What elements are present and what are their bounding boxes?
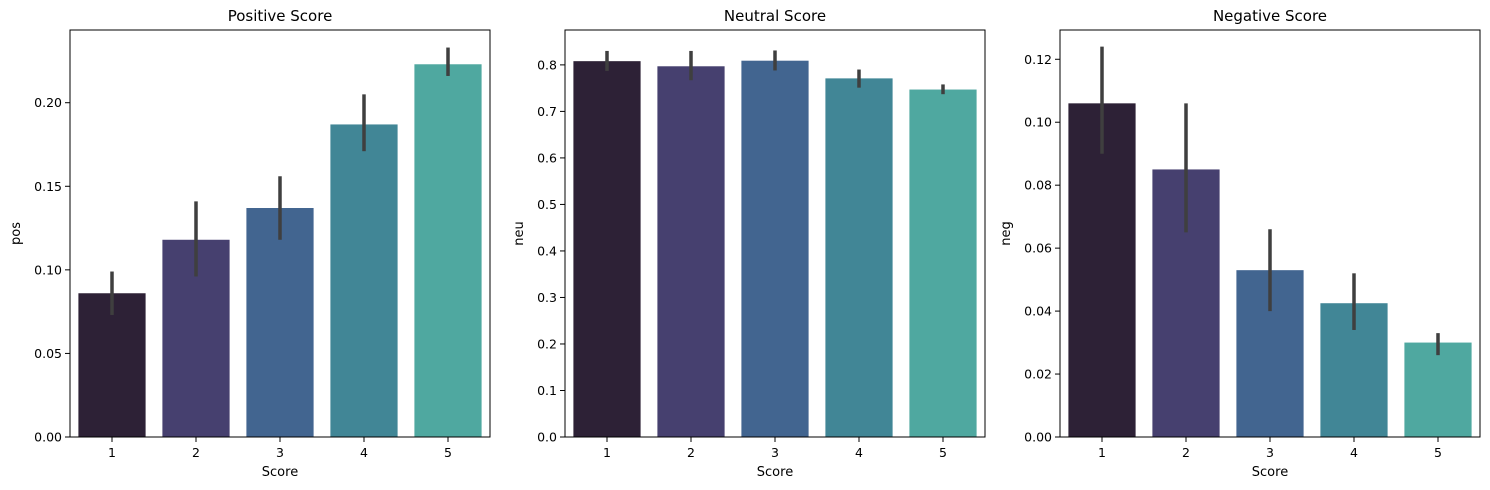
bar [1404, 342, 1472, 437]
x-tick-label: 2 [192, 445, 200, 460]
y-tick-label: 0.06 [1024, 241, 1052, 256]
y-tick-label: 0.10 [1024, 115, 1052, 130]
bar [78, 293, 146, 437]
y-axis-label: pos [9, 222, 24, 245]
x-tick-label: 5 [444, 445, 452, 460]
y-tick-label: 0.00 [1024, 430, 1052, 445]
y-tick-label: 0.1 [537, 383, 557, 398]
bar [246, 208, 314, 437]
y-tick-label: 0.5 [537, 197, 557, 212]
y-tick-label: 0.7 [537, 104, 557, 119]
bar [1068, 103, 1136, 437]
y-tick-label: 0.12 [1024, 52, 1052, 67]
chart-panel-3: 1 2 3 4 5 0.00 0.02 0.04 0.06 0.08 0.10 0.12 Negativ… [999, 7, 1481, 480]
x-tick-label: 3 [1266, 445, 1274, 460]
chart-panel-1: 1 2 3 4 5 0.00 0.05 0.10 0.15 0.20 Positive Score S… [9, 7, 491, 480]
x-tick-label: 3 [276, 445, 284, 460]
y-tick-label: 0.6 [537, 150, 557, 165]
chart-panel-2: 1 2 3 4 5 0.0 0.1 0.2 0.3 0.4 0.5 0.6 0.7 0.8 Neutral … [512, 7, 986, 480]
x-axis-label: Score [1252, 465, 1288, 480]
bar [657, 66, 725, 438]
x-tick-label: 1 [1098, 445, 1106, 460]
x-tick-label: 4 [855, 445, 863, 460]
x-axis-label: Score [757, 465, 793, 480]
y-tick-label: 0.10 [34, 262, 62, 277]
bar [909, 89, 977, 438]
y-tick-label: 0.04 [1024, 304, 1052, 319]
x-axis-label: Score [262, 465, 298, 480]
bar [741, 60, 809, 437]
y-tick-label: 0.8 [537, 57, 557, 72]
y-tick-label: 0.3 [537, 290, 557, 305]
x-tick-label: 2 [1182, 445, 1190, 460]
chart-title: Positive Score [228, 7, 333, 25]
y-tick-label: 0.20 [34, 95, 62, 110]
bar [573, 61, 641, 437]
y-tick-label: 0.0 [537, 430, 557, 445]
y-tick-label: 0.4 [537, 243, 557, 258]
chart-title: Neutral Score [724, 7, 826, 25]
y-axis-label: neg [999, 221, 1014, 246]
x-tick-label: 3 [771, 445, 779, 460]
y-tick-label: 0.00 [34, 430, 62, 445]
bar [330, 124, 398, 437]
x-tick-label: 2 [687, 445, 695, 460]
x-tick-label: 5 [1434, 445, 1442, 460]
x-tick-label: 1 [603, 445, 611, 460]
y-tick-label: 0.15 [34, 179, 62, 194]
y-axis-label: neu [512, 221, 527, 245]
y-tick-label: 0.05 [34, 346, 62, 361]
bar [825, 78, 893, 438]
x-tick-label: 1 [108, 445, 116, 460]
x-tick-label: 4 [1350, 445, 1358, 460]
y-tick-label: 0.02 [1024, 367, 1052, 382]
chart-title: Negative Score [1213, 7, 1327, 25]
bar [414, 64, 482, 437]
x-tick-label: 5 [939, 445, 947, 460]
x-tick-label: 4 [360, 445, 368, 460]
y-tick-label: 0.2 [537, 336, 557, 351]
y-tick-label: 0.08 [1024, 178, 1052, 193]
